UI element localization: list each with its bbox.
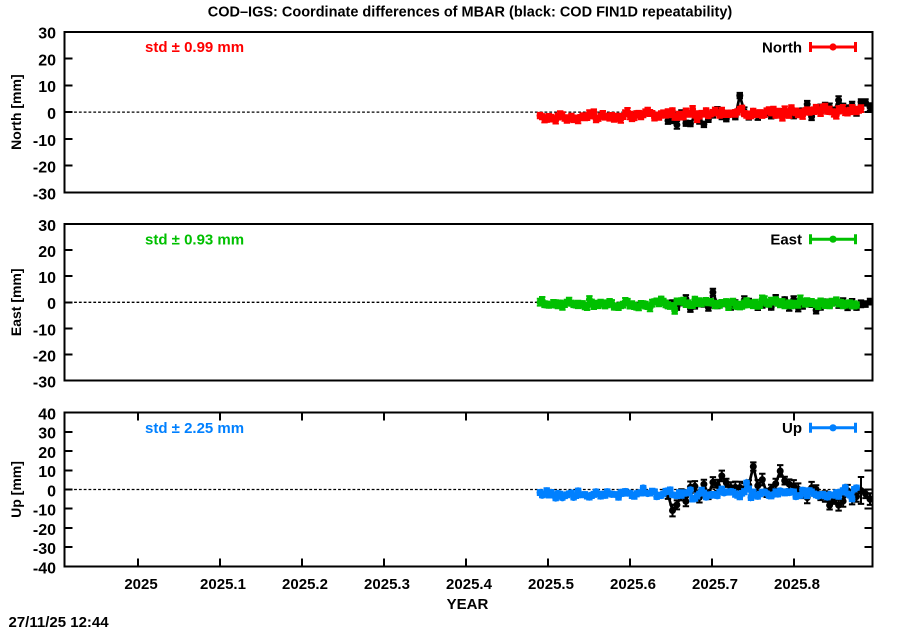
svg-text:COD–IGS: Coordinate difference: COD–IGS: Coordinate differences of MBAR … — [208, 5, 733, 21]
svg-text:0: 0 — [47, 483, 56, 500]
svg-text:North [mm]: North [mm] — [8, 74, 24, 149]
svg-text:2025.4: 2025.4 — [446, 576, 493, 593]
svg-text:2025: 2025 — [124, 576, 157, 593]
svg-text:-30: -30 — [33, 375, 56, 392]
svg-text:-20: -20 — [33, 348, 56, 365]
svg-text:East: East — [770, 232, 802, 249]
svg-text:2025.3: 2025.3 — [364, 576, 410, 593]
svg-text:-30: -30 — [33, 541, 56, 558]
svg-text:30: 30 — [38, 218, 56, 235]
svg-text:std ± 0.93 mm: std ± 0.93 mm — [145, 231, 244, 248]
svg-text:East [mm]: East [mm] — [8, 268, 24, 336]
svg-text:30: 30 — [38, 426, 56, 443]
svg-text:2025.6: 2025.6 — [610, 576, 656, 593]
svg-text:10: 10 — [38, 270, 56, 287]
svg-text:2025.7: 2025.7 — [692, 576, 738, 593]
svg-text:0: 0 — [47, 296, 56, 313]
svg-text:30: 30 — [38, 26, 56, 43]
svg-text:North: North — [762, 39, 802, 56]
svg-text:-10: -10 — [33, 503, 56, 520]
svg-text:20: 20 — [38, 53, 56, 70]
svg-text:0: 0 — [47, 106, 56, 123]
svg-text:std ± 2.25 mm: std ± 2.25 mm — [145, 420, 244, 437]
svg-text:-20: -20 — [33, 522, 56, 539]
svg-text:-30: -30 — [33, 186, 56, 203]
svg-text:10: 10 — [38, 79, 56, 96]
svg-text:2025.2: 2025.2 — [282, 576, 328, 593]
svg-text:10: 10 — [38, 464, 56, 481]
svg-text:20: 20 — [38, 244, 56, 261]
svg-text:2025.8: 2025.8 — [774, 576, 820, 593]
svg-text:-10: -10 — [33, 133, 56, 150]
svg-text:2025.1: 2025.1 — [200, 576, 246, 593]
svg-text:27/11/25 12:44: 27/11/25 12:44 — [9, 614, 110, 630]
svg-text:Up: Up — [782, 420, 802, 437]
svg-text:-10: -10 — [33, 322, 56, 339]
svg-text:YEAR: YEAR — [447, 596, 489, 613]
svg-text:2025.5: 2025.5 — [528, 576, 574, 593]
svg-text:40: 40 — [38, 407, 56, 424]
svg-text:std ± 0.99 mm: std ± 0.99 mm — [145, 39, 244, 56]
svg-text:Up [mm]: Up [mm] — [8, 461, 24, 518]
svg-text:-20: -20 — [33, 160, 56, 177]
svg-text:-40: -40 — [33, 560, 56, 577]
svg-text:20: 20 — [38, 445, 56, 462]
